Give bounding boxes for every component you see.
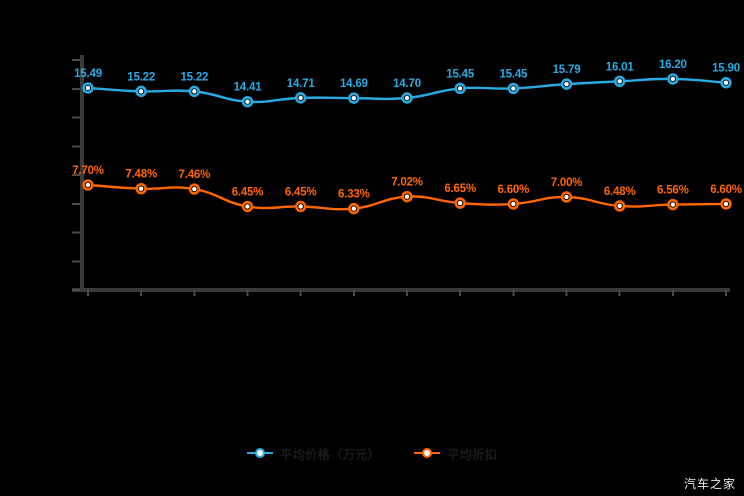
data-label: 14.70 xyxy=(393,78,421,90)
chart-legend: 平均价格（万元） 平均折扣 xyxy=(0,441,744,465)
data-label: 7.46% xyxy=(179,169,211,181)
data-point-marker-core xyxy=(298,95,303,101)
data-point-marker-core xyxy=(85,85,91,91)
data-label: 7.70% xyxy=(72,165,104,177)
data-label: 7.02% xyxy=(391,177,423,189)
data-label: 16.01 xyxy=(606,61,635,73)
data-point-marker-core xyxy=(511,201,516,207)
data-label: 15.49 xyxy=(74,68,102,80)
legend-dot xyxy=(422,448,432,458)
data-point-marker-core xyxy=(351,95,357,101)
data-point-marker-core xyxy=(138,186,144,191)
data-label: 16.20 xyxy=(659,59,687,71)
data-label: 6.45% xyxy=(285,187,317,199)
data-label: 15.45 xyxy=(499,68,528,80)
data-point-marker-core xyxy=(511,86,516,91)
data-label: 6.33% xyxy=(338,189,370,201)
data-point-marker-core xyxy=(670,76,676,82)
data-point-marker-core xyxy=(404,95,410,101)
data-label: 15.22 xyxy=(180,71,208,83)
data-label: 15.79 xyxy=(553,64,581,76)
data-label: 15.45 xyxy=(446,68,475,80)
data-label: 14.69 xyxy=(340,78,368,90)
data-point-marker-core xyxy=(85,182,91,188)
chart-axes xyxy=(72,55,730,296)
legend-marker-icon xyxy=(414,446,440,460)
data-point-marker-core xyxy=(192,89,197,94)
data-label: 15.90 xyxy=(712,63,740,75)
data-point-marker-core xyxy=(192,186,197,192)
data-point-marker-core xyxy=(723,80,729,85)
data-point-marker-core xyxy=(298,204,303,209)
data-label: 6.65% xyxy=(444,183,476,195)
legend-item-1[interactable]: 平均价格（万元） xyxy=(246,443,380,463)
legend-item-2[interactable]: 平均折扣 xyxy=(414,443,497,463)
data-point-marker-core xyxy=(670,202,676,207)
legend-label: 平均价格（万元） xyxy=(279,447,380,462)
chart-data-labels: 15.49 15.22 15.22 14.41 14.71 14.69 14.70 15.45… xyxy=(72,59,742,201)
data-label: 6.56% xyxy=(657,185,689,197)
data-label: 6.48% xyxy=(604,186,636,198)
data-point-marker-core xyxy=(457,86,463,91)
data-point-marker-core xyxy=(404,194,410,199)
data-point-marker-core xyxy=(351,206,357,211)
data-label: 15.22 xyxy=(127,71,155,83)
chart-series xyxy=(82,73,732,215)
data-label: 6.45% xyxy=(232,187,264,199)
data-label: 6.60% xyxy=(498,184,530,196)
data-point-marker-core xyxy=(138,89,144,94)
legend-dot xyxy=(254,448,265,458)
data-point-marker-core xyxy=(617,79,622,84)
data-point-marker-core xyxy=(564,194,569,200)
data-point-marker-core xyxy=(457,200,463,206)
data-label: 7.48% xyxy=(125,169,157,181)
legend-marker-icon xyxy=(246,446,273,460)
data-label: 14.71 xyxy=(287,78,316,90)
data-point-marker-core xyxy=(723,201,729,207)
data-label: 6.60% xyxy=(710,184,742,196)
data-point-marker-core xyxy=(617,203,622,209)
data-point-marker-core xyxy=(245,204,250,209)
data-point-marker-core xyxy=(564,81,569,87)
data-point-marker-core xyxy=(245,99,250,104)
legend-label: 平均折扣 xyxy=(447,447,498,462)
data-label: 14.41 xyxy=(234,82,263,94)
data-label: 7.00% xyxy=(551,177,583,189)
watermark-text: 汽车之家 xyxy=(683,477,736,491)
